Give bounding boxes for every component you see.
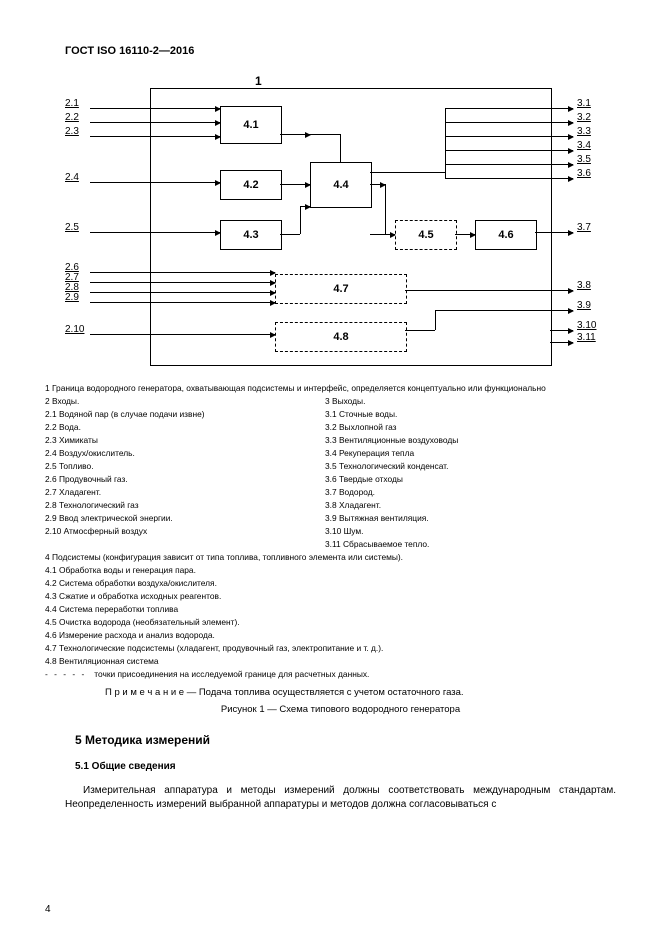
- legend-item: 3.11 Сбрасываемое тепло.: [325, 538, 605, 551]
- figure-note: П р и м е ч а н и е — Подача топлива осу…: [65, 687, 616, 698]
- legend-item: 4.6 Измерение расхода и анализ водорода.: [45, 629, 605, 642]
- block-4-1: 4.1: [220, 106, 282, 144]
- section-title: 5 Методика измерений: [65, 733, 616, 747]
- output-label-3-8: 3.8: [577, 280, 591, 291]
- legend-item: 4.5 Очистка водорода (необязательный эле…: [45, 616, 605, 629]
- output-line: [550, 330, 573, 331]
- output-label-3-10: 3.10: [577, 320, 596, 331]
- input-line: [90, 108, 220, 109]
- output-label-3-9: 3.9: [577, 300, 591, 311]
- output-line: [550, 290, 573, 291]
- legend-item: 4 Подсистемы (конфигурация зависит от ти…: [45, 551, 605, 564]
- block-4-3: 4.3: [220, 220, 282, 250]
- input-line: [90, 282, 275, 283]
- output-label-3-3: 3.3: [577, 126, 591, 137]
- output-line: [535, 232, 573, 233]
- input-label-2-1: 2.1: [65, 98, 79, 109]
- legend-item: 3.8 Хладагент.: [325, 499, 605, 512]
- input-line: [90, 292, 275, 293]
- legend-item: 2.9 Ввод электрической энергии.: [45, 512, 325, 525]
- page-number: 4: [45, 904, 51, 915]
- block-4-7: 4.7: [275, 274, 407, 304]
- input-line: [90, 334, 275, 335]
- legend-item: 4.2 Система обработки воздуха/окислителя…: [45, 577, 605, 590]
- diagram: 1 4.1 4.2 4.3 4.4 4.5 4.6 4.7 4.8 2.1 2.2 2.3 2.4 2…: [45, 72, 605, 372]
- figure-caption: Рисунок 1 — Схема типового водородного г…: [65, 704, 616, 715]
- input-label-2-5: 2.5: [65, 222, 79, 233]
- input-line: [90, 182, 220, 183]
- legend-item: 2.6 Продувочный газ.: [45, 473, 325, 486]
- legend-item: 2.8 Технологический газ: [45, 499, 325, 512]
- legend-left: 2 Входы.2.1 Водяной пар (в случае подачи…: [45, 395, 325, 551]
- input-line: [90, 232, 220, 233]
- legend-item: 2.3 Химикаты: [45, 434, 325, 447]
- legend-item: 2.7 Хладагент.: [45, 486, 325, 499]
- input-line: [90, 302, 275, 303]
- input-label-2-4: 2.4: [65, 172, 79, 183]
- page: ГОСТ ISO 16110-2—2016 1 4.1 4.2 4.3 4.4 4.5 4…: [0, 0, 661, 935]
- legend-item: 2.2 Вода.: [45, 421, 325, 434]
- legend-item: 4.3 Сжатие и обработка исходных реагенто…: [45, 590, 605, 603]
- input-line: [90, 122, 220, 123]
- output-label-3-1: 3.1: [577, 98, 591, 109]
- input-label-2-10: 2.10: [65, 324, 84, 335]
- legend-item: 3.1 Сточные воды.: [325, 408, 605, 421]
- legend-item: 2.1 Водяной пар (в случае подачи извне): [45, 408, 325, 421]
- legend-item: 3.4 Рекуперация тепла: [325, 447, 605, 460]
- block-4-4: 4.4: [310, 162, 372, 208]
- block-4-5: 4.5: [395, 220, 457, 250]
- legend-item: 4.4 Система переработки топлива: [45, 603, 605, 616]
- legend-row1: 1 Граница водородного генератора, охваты…: [45, 382, 605, 395]
- subsection-title: 5.1 Общие сведения: [65, 761, 616, 772]
- output-label-3-5: 3.5: [577, 154, 591, 165]
- body-text: Измерительная аппаратура и методы измере…: [65, 784, 616, 812]
- legend-item: 2 Входы.: [45, 395, 325, 408]
- block-4-6: 4.6: [475, 220, 537, 250]
- legend-item: 4.7 Технологические подсистемы (хладаген…: [45, 642, 605, 655]
- legend-right: 3 Выходы.3.1 Сточные воды.3.2 Выхлопной …: [325, 395, 605, 551]
- output-line: [550, 310, 573, 311]
- legend-item: 4.1 Обработка воды и генерация пара.: [45, 564, 605, 577]
- input-line: [90, 272, 275, 273]
- output-label-3-2: 3.2: [577, 112, 591, 123]
- output-label-3-4: 3.4: [577, 140, 591, 151]
- input-line: [90, 136, 220, 137]
- input-label-2-3: 2.3: [65, 126, 79, 137]
- legend-item: 3.7 Водород.: [325, 486, 605, 499]
- output-label-3-6: 3.6: [577, 168, 591, 179]
- legend-item: 3.3 Вентиляционные воздуховоды: [325, 434, 605, 447]
- boundary-label: 1: [255, 74, 262, 88]
- block-4-8: 4.8: [275, 322, 407, 352]
- legend-item: 2.4 Воздух/окислитель.: [45, 447, 325, 460]
- legend: 1 Граница водородного генератора, охваты…: [45, 382, 605, 681]
- legend-item: 3.10 Шум.: [325, 525, 605, 538]
- input-label-2-9: 2.9: [65, 292, 79, 303]
- legend-item: 3.9 Вытяжная вентиляция.: [325, 512, 605, 525]
- dash-note: точки присоединения на исследуемой грани…: [45, 668, 605, 681]
- doc-header: ГОСТ ISO 16110-2—2016: [65, 45, 616, 57]
- output-label-3-7: 3.7: [577, 222, 591, 233]
- output-line: [550, 342, 573, 343]
- legend-full: 4 Подсистемы (конфигурация зависит от ти…: [45, 551, 605, 668]
- legend-item: 3.2 Выхлопной газ: [325, 421, 605, 434]
- legend-item: 3 Выходы.: [325, 395, 605, 408]
- legend-item: 3.5 Технологический конденсат.: [325, 460, 605, 473]
- legend-item: 2.5 Топливо.: [45, 460, 325, 473]
- legend-item: 2.10 Атмосферный воздух: [45, 525, 325, 538]
- block-4-2: 4.2: [220, 170, 282, 200]
- input-label-2-2: 2.2: [65, 112, 79, 123]
- legend-item: 3.6 Твердые отходы: [325, 473, 605, 486]
- output-label-3-11: 3.11: [577, 332, 596, 343]
- legend-item: 4.8 Вентиляционная система: [45, 655, 605, 668]
